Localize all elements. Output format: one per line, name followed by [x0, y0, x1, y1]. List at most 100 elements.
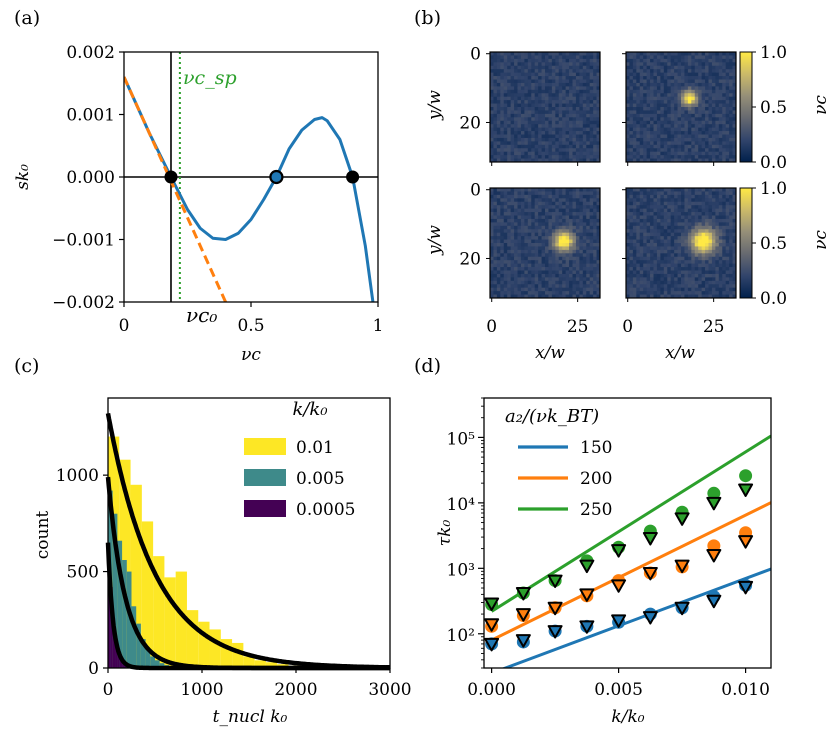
heatmap-cell [545, 79, 549, 84]
heatmap-cell [555, 69, 560, 74]
heatmap-cell [565, 72, 570, 77]
heatmap-cell [674, 212, 678, 216]
heatmap-cell [698, 151, 703, 156]
heatmap-cell [632, 134, 637, 139]
heatmap-cell [718, 205, 723, 210]
heatmap-cell [500, 103, 505, 108]
heatmap-cell [718, 55, 723, 60]
heatmap-cell [653, 208, 658, 213]
heatmap-cell [545, 107, 549, 111]
heatmap-cell [545, 246, 549, 251]
heatmap-cell [503, 79, 508, 84]
heatmap-cell [701, 194, 706, 199]
heatmap-cell [674, 69, 678, 74]
heatmap-cell [715, 137, 720, 142]
heatmap-cell [653, 222, 658, 227]
heatmap-cell [636, 229, 641, 234]
heatmap-cell [708, 212, 713, 216]
heatmap-cell [711, 72, 716, 77]
heatmap-cell [510, 294, 515, 299]
heatmap-cell [639, 229, 644, 234]
heatmap-cell [732, 79, 737, 84]
heatmap-cell [572, 222, 577, 227]
heatmap-cell [701, 110, 706, 115]
heatmap-cell [565, 212, 570, 216]
heatmap-cell [701, 93, 706, 98]
heatmap-cell [653, 148, 658, 153]
heatmap-cell [579, 65, 584, 70]
heatmap-cell [663, 65, 668, 70]
colorbar-tick-label: 1.0 [760, 43, 787, 63]
heatmap-cell [722, 100, 727, 104]
heatmap-cell [514, 256, 518, 261]
heatmap-cell [524, 198, 529, 203]
heatmap-cell [701, 212, 706, 216]
histogram-bar [115, 637, 118, 668]
heatmap-cell [541, 131, 546, 135]
heatmap-cell [586, 249, 591, 254]
heatmap-cell [667, 79, 672, 84]
heatmap-cell [514, 291, 518, 295]
heatmap-cell [555, 188, 560, 192]
heatmap-cell [629, 103, 634, 108]
heatmap-cell [582, 188, 587, 192]
heatmap-cell [677, 229, 682, 234]
heatmap-cell [551, 107, 556, 111]
heatmap-cell [667, 249, 672, 254]
heatmap-cell [586, 218, 591, 223]
heatmap-cell [629, 191, 634, 196]
heatmap-cell [677, 131, 682, 135]
heatmap-cell [545, 134, 549, 139]
heatmap-cell [558, 131, 563, 135]
heatmap-cell [643, 86, 648, 91]
heatmap-cell [650, 55, 654, 60]
heatmap-cell [729, 263, 733, 268]
heatmap-cell [545, 151, 549, 156]
heatmap-cell [514, 246, 518, 251]
heatmap-cell [632, 86, 637, 91]
heatmap-cell [729, 229, 733, 234]
heatmap-cell [569, 127, 573, 132]
heatmap-cell [582, 100, 587, 104]
heatmap-cell [636, 58, 641, 63]
heatmap-cell [593, 236, 597, 240]
heatmap-cell [572, 131, 577, 135]
heatmap-cell [503, 232, 508, 237]
heatmap-cell [496, 236, 501, 240]
heatmap-cell [681, 82, 685, 87]
heatmap-cell [626, 243, 630, 247]
heatmap-cell [496, 124, 501, 129]
histogram-bar [186, 610, 199, 668]
heatmap-cell [589, 256, 594, 261]
heatmap-cell [527, 144, 532, 149]
heatmap-cell [718, 284, 723, 289]
heatmap-cell [694, 134, 699, 139]
heatmap-cell [572, 246, 577, 251]
heatmap-cell [569, 131, 573, 135]
heatmap-cell [503, 103, 508, 108]
heatmap-cell [632, 191, 637, 196]
heatmap-cell [718, 239, 723, 244]
heatmap-cell [667, 232, 672, 237]
heatmap-cell [586, 294, 591, 299]
heatmap-cell [711, 194, 716, 199]
heatmap-cell [517, 191, 522, 196]
heatmap-cell [711, 191, 716, 196]
heatmap-cell [541, 124, 546, 129]
heatmap-cell [711, 52, 716, 56]
heatmap-cell [500, 89, 505, 94]
heatmap-cell [524, 229, 529, 234]
heatmap-cell [593, 127, 597, 132]
heatmap-cell [596, 243, 601, 247]
heatmap-cell [653, 291, 658, 295]
heatmap-cell [732, 141, 737, 146]
heatmap-cell [510, 215, 515, 220]
heatmap-cell [639, 117, 644, 122]
heatmap-cell [507, 127, 512, 132]
heatmap-cell [520, 273, 525, 278]
heatmap-cell [711, 141, 716, 146]
heatmap-cell [569, 212, 573, 216]
heatmap-cell [722, 284, 727, 289]
triangle-marker-250 [579, 559, 595, 574]
heatmap-cell [670, 294, 675, 299]
